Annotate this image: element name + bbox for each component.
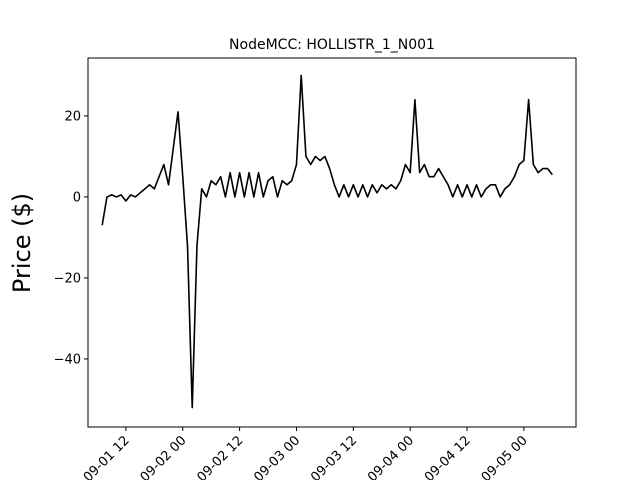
x-tick-label: 09-02 12: [195, 433, 247, 480]
y-tick-label: −40: [54, 352, 81, 367]
x-tick-label: 09-02 00: [138, 433, 190, 480]
x-tick-label: 09-03 00: [251, 433, 303, 480]
chart-title: NodeMCC: HOLLISTR_1_N001: [229, 37, 435, 53]
x-tick-label: 09-05 00: [479, 433, 531, 480]
y-tick-label: 0: [73, 190, 81, 205]
price-line: [101, 74, 553, 409]
x-tick-label: 09-03 12: [308, 433, 360, 480]
axes-frame: [87, 57, 577, 428]
x-tick-label: 09-01 12: [81, 433, 133, 480]
y-tick-label: −20: [54, 271, 81, 286]
x-tick-label: 09-04 12: [422, 433, 474, 480]
y-tick-label: 20: [64, 109, 81, 124]
x-tick-label: 09-04 00: [365, 433, 417, 480]
y-axis-label: Price ($): [8, 193, 36, 293]
